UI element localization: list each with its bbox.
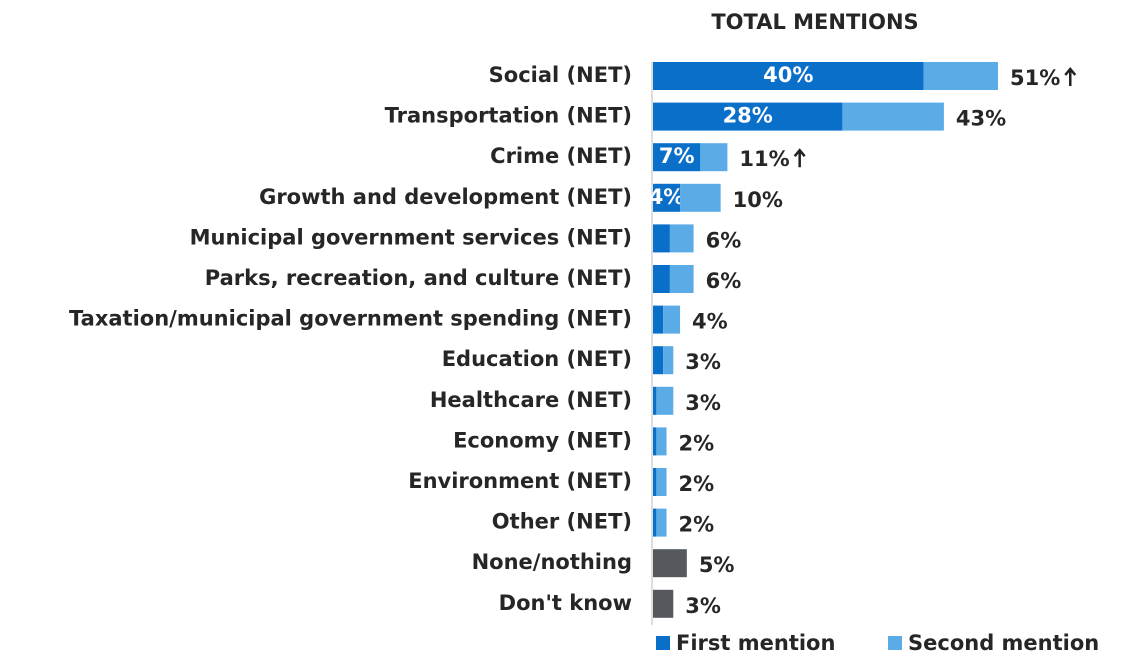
category-label: Healthcare (NET): [430, 388, 632, 412]
bar-segment: [653, 508, 657, 537]
bar-segment: [653, 265, 670, 293]
category-label: Municipal government services (NET): [190, 225, 632, 249]
segment-label: 4%: [649, 185, 685, 209]
bar-segment: [663, 305, 681, 334]
category-label: Don't know: [499, 591, 632, 615]
total-label: 3%: [685, 594, 721, 618]
total-label: 51%: [1010, 66, 1060, 90]
category-label: Crime (NET): [490, 144, 632, 168]
bar-segment: [653, 346, 664, 375]
category-label: Economy (NET): [453, 428, 632, 452]
category-label: Education (NET): [442, 347, 632, 371]
category-label: Parks, recreation, and culture (NET): [205, 266, 632, 290]
total-label: 3%: [685, 391, 721, 415]
total-label: 5%: [699, 553, 735, 577]
total-label: 2%: [679, 472, 715, 496]
legend-swatch: [656, 636, 670, 650]
total-label: 3%: [685, 350, 721, 374]
bar-segment: [656, 468, 667, 496]
category-label: Taxation/municipal government spending (…: [69, 307, 632, 331]
bar-segment: [656, 386, 674, 415]
bar-segment: [663, 346, 674, 375]
bar: [653, 589, 674, 618]
bar-segment: [653, 386, 657, 415]
increase-arrow: [1064, 67, 1077, 86]
total-label: 6%: [706, 228, 742, 252]
chart-title: TOTAL MENTIONS: [711, 10, 918, 34]
bar-segment: [653, 62, 924, 90]
category-label: Transportation (NET): [385, 104, 632, 128]
bar-segment: [923, 62, 998, 90]
bar-segment: [669, 265, 694, 293]
bar-segment: [653, 224, 670, 253]
bar-segment: [653, 183, 681, 212]
legend-label: First mention: [676, 631, 835, 655]
category-label: Social (NET): [489, 63, 632, 87]
category-label: Other (NET): [492, 510, 632, 534]
bar-segment: [680, 183, 721, 212]
increase-arrow: [793, 148, 806, 168]
bar-segment: [653, 102, 843, 131]
bar-segment: [656, 427, 667, 456]
total-label: 2%: [679, 513, 715, 537]
legend-swatch: [888, 636, 902, 650]
segment-label: 28%: [723, 104, 773, 128]
total-label: 4%: [692, 310, 728, 334]
total-label: 11%: [739, 147, 789, 171]
bar-segment: [653, 305, 664, 334]
segment-label: 7%: [659, 144, 695, 168]
bar-segment: [669, 224, 694, 253]
total-label: 2%: [679, 431, 715, 455]
category-label: Environment (NET): [408, 469, 632, 493]
category-label: None/nothing: [472, 550, 632, 574]
total-label: 10%: [733, 188, 783, 212]
segment-label: 40%: [763, 63, 813, 87]
bar-segment: [653, 468, 657, 496]
total-label: 6%: [706, 269, 742, 293]
bar-segment: [653, 427, 657, 456]
bar-segment: [656, 508, 667, 537]
category-label: Growth and development (NET): [259, 185, 632, 209]
bar-segment: [653, 143, 701, 172]
total-label: 43%: [956, 107, 1006, 131]
bar: [653, 549, 687, 578]
legend-label: Second mention: [908, 631, 1099, 655]
bar-segment: [700, 143, 728, 172]
bar-segment: [842, 102, 944, 131]
